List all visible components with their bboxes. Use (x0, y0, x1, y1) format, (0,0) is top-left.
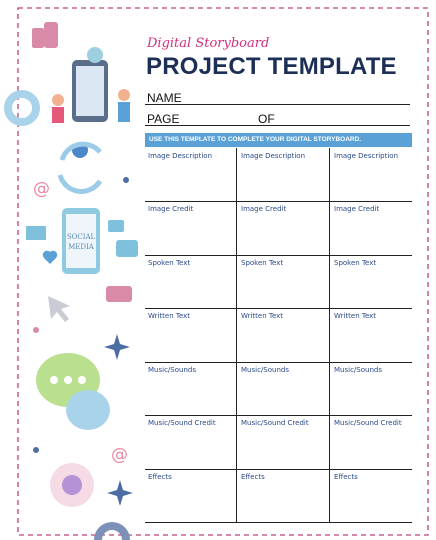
name-rule (145, 104, 410, 105)
cell-label: Effects (148, 473, 172, 481)
cell-label: Music/Sound Credit (334, 419, 402, 427)
row-line (145, 201, 412, 202)
phone-text-line: SOCIAL (66, 233, 96, 241)
cell-label: Written Text (148, 312, 191, 320)
cell-label: Written Text (241, 312, 284, 320)
cell-label: Music/Sounds (241, 366, 289, 374)
page-label: PAGE (147, 112, 180, 126)
banner: USE THIS TEMPLATE TO COMPLETE YOUR DIGIT… (145, 133, 412, 147)
col-line (236, 148, 237, 522)
cell-label: Image Credit (334, 205, 380, 213)
cell-label: Effects (334, 473, 358, 481)
cell-label: Image Description (241, 152, 306, 160)
heart-icon (42, 250, 58, 264)
subtitle: Digital Storyboard (147, 36, 270, 51)
cursor (48, 296, 70, 322)
chat-icon (108, 220, 124, 232)
cell-label: Written Text (334, 312, 377, 320)
cell-label: Image Credit (241, 205, 287, 213)
phone-screen (66, 214, 96, 268)
cell-label: Image Description (148, 152, 213, 160)
cell-label: Image Description (334, 152, 399, 160)
speech-bubble (66, 390, 110, 430)
social-cluster (62, 475, 82, 495)
cycle-arrow (59, 141, 102, 161)
phone-text: SOCIAL MEDIA (66, 232, 96, 252)
bubble (87, 47, 103, 63)
dot (33, 327, 39, 333)
at-icon: @ (33, 179, 50, 199)
cell-label: Effects (241, 473, 265, 481)
cell-label: Spoken Text (148, 259, 191, 267)
thumb-icon (32, 28, 44, 48)
row-line (145, 308, 412, 309)
cell-label: Music/Sounds (148, 366, 196, 374)
cycle-arrow (57, 174, 103, 194)
ring (94, 522, 130, 540)
thumb-icon (106, 286, 132, 302)
cell-label: Music/Sound Credit (241, 419, 309, 427)
row-line (145, 522, 412, 523)
person (118, 102, 130, 122)
thumb-icon (44, 22, 58, 48)
page-rule (145, 125, 410, 126)
person (52, 94, 64, 106)
ring (4, 90, 40, 126)
sparkle (107, 480, 133, 506)
cell-label: Spoken Text (241, 259, 284, 267)
person (52, 107, 64, 123)
title: PROJECT TEMPLATE (146, 53, 397, 80)
camera-icon (116, 240, 138, 257)
cell-label: Image Credit (148, 205, 194, 213)
row-line (145, 255, 412, 256)
name-label: NAME (147, 91, 182, 105)
sparkle (104, 334, 130, 360)
phone-text-line: MEDIA (68, 243, 94, 251)
phone-screen (76, 66, 104, 116)
cell-label: Music/Sounds (334, 366, 382, 374)
row-line (145, 415, 412, 416)
of-label: OF (258, 112, 275, 126)
at-icon: @ (111, 445, 128, 465)
row-line (145, 469, 412, 470)
mail-icon (26, 226, 46, 240)
cell-label: Spoken Text (334, 259, 377, 267)
person (118, 89, 130, 101)
cell-label: Music/Sound Credit (148, 419, 216, 427)
col-line (329, 148, 330, 522)
row-line (145, 362, 412, 363)
